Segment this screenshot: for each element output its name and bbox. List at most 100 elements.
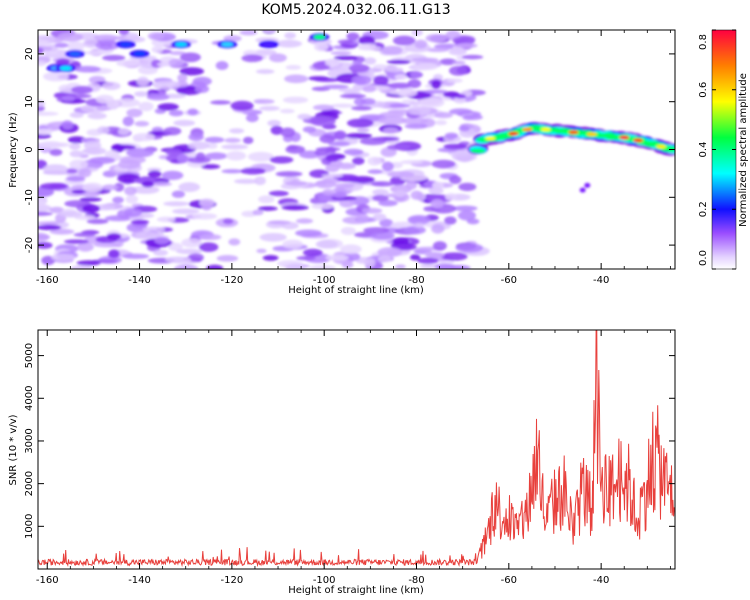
- snr-series-line: [38, 330, 675, 568]
- heatmap-cell: [452, 205, 478, 212]
- heatmap-cell: [224, 137, 241, 143]
- heatmap-cell: [394, 74, 408, 80]
- heatmap-cells: [38, 30, 675, 269]
- heatmap-cell: [179, 67, 205, 76]
- heatmap-cell: [378, 115, 407, 125]
- heatmap-cell: [351, 75, 372, 85]
- heatmap-cell: [38, 100, 46, 107]
- heatmap-cell: [192, 213, 218, 220]
- heatmap-cell: [444, 132, 459, 139]
- heatmap-cell: [343, 148, 364, 156]
- heatmap-cell: [275, 39, 303, 48]
- heatmap-cell: [423, 89, 448, 94]
- heatmap-cell: [358, 46, 382, 51]
- heatmap-cell: [414, 63, 439, 71]
- heatmap-cell: [134, 91, 149, 97]
- heatmap-cell: [95, 94, 114, 104]
- heatmap-cell: [417, 257, 439, 264]
- heatmap-cell: [297, 113, 312, 120]
- heatmap-cell: [330, 51, 352, 56]
- heatmap-cell: [125, 194, 139, 204]
- heatmap-cell: [73, 65, 101, 73]
- heatmap-cell: [360, 98, 376, 105]
- heatmap-cell: [101, 184, 119, 191]
- heatmap-cell: [61, 120, 74, 130]
- heatmap-cell: [425, 251, 445, 258]
- heatmap-cell: [247, 151, 274, 162]
- heatmap-cell: [106, 233, 122, 240]
- heatmap-cell: [381, 161, 394, 172]
- y-tick-label: -20: [24, 237, 35, 253]
- x-tick-label: -40: [593, 275, 609, 286]
- heatmap-cell: [122, 253, 150, 259]
- signal-track-cell: [473, 148, 486, 153]
- heatmap-cell: [407, 105, 431, 116]
- heatmap-cell: [378, 199, 398, 207]
- heatmap-cell: [131, 185, 160, 194]
- heatmap-cell: [168, 58, 184, 67]
- colorbar-tick-label: 0.8: [698, 34, 709, 50]
- heatmap-cell: [157, 103, 179, 111]
- heatmap-cell: [126, 108, 143, 118]
- x-tick-label: -60: [501, 575, 517, 586]
- heatmap-cell: [462, 114, 483, 121]
- y-tick-label: 1000: [24, 514, 35, 539]
- heatmap-cell: [152, 80, 181, 90]
- heatmap-cell: [400, 160, 424, 165]
- heatmap-cell: [284, 74, 309, 84]
- heatmap-cell: [108, 249, 120, 258]
- heatmap-cell: [418, 97, 445, 108]
- heatmap-cell: [89, 156, 116, 164]
- x-tick-label: -80: [408, 275, 424, 286]
- heatmap-cell: [38, 128, 53, 135]
- heatmap-cell: [188, 141, 210, 150]
- signal-hotspot: [485, 136, 496, 141]
- heatmap-cell: [113, 98, 141, 108]
- heatmap-cell: [165, 256, 192, 263]
- heatmap-cell: [95, 40, 120, 51]
- heatmap-cell: [333, 191, 347, 199]
- heatmap-cell: [430, 198, 444, 209]
- heatmap-cell: [392, 35, 416, 46]
- heatmap-cell: [452, 60, 466, 65]
- heatmap-cell: [195, 84, 210, 94]
- x-tick-label: -120: [221, 575, 244, 586]
- heatmap-cell: [69, 150, 84, 158]
- heatmap-cell: [215, 60, 229, 71]
- heatmap-cell: [387, 109, 412, 114]
- heatmap-cell: [334, 183, 355, 189]
- heatmap-cell: [259, 232, 287, 242]
- heatmap-cell: [315, 180, 328, 186]
- heatmap-cell: [123, 208, 142, 218]
- heatmap-cell: [263, 30, 276, 33]
- heatmap-cell: [313, 77, 341, 83]
- heatmap-cell: [356, 128, 370, 133]
- heatmap-cell: [147, 32, 165, 40]
- heatmap-cell: [54, 42, 69, 48]
- heatmap-cell: [176, 153, 189, 164]
- heatmap-cell: [51, 253, 76, 262]
- heatmap-cell: [333, 55, 359, 61]
- heatmap-cell: [455, 42, 478, 49]
- heatmap-cell: [434, 112, 453, 119]
- heatmap-cell: [393, 243, 417, 251]
- heatmap-cell: [81, 191, 100, 198]
- heatmap-cell: [328, 141, 351, 147]
- heatmap-cell: [116, 59, 141, 67]
- x-tick-label: -140: [128, 575, 151, 586]
- heatmap-cell: [259, 105, 280, 111]
- heatmap-cell: [384, 64, 398, 70]
- heatmap-cell: [410, 71, 422, 79]
- heatmap-cell: [239, 30, 258, 36]
- y-tick-label: 0: [24, 146, 35, 152]
- heatmap-cell: [55, 58, 71, 66]
- heatmap-cell: [83, 38, 100, 49]
- heatmap-cell: [379, 218, 394, 228]
- heatmap-cell: [325, 154, 340, 162]
- heatmap-cell: [282, 96, 309, 104]
- heatmap-cell: [370, 232, 395, 240]
- heatmap-cell: [321, 173, 344, 178]
